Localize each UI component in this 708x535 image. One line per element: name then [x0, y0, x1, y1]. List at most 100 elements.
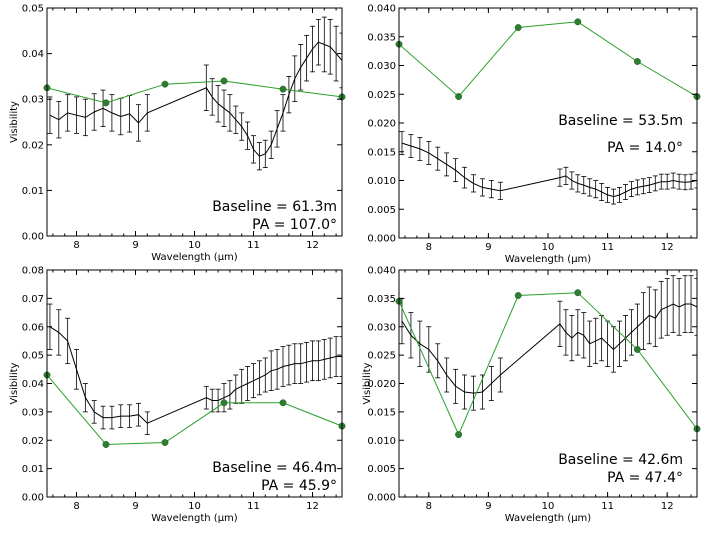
y-tick-label: 0.030 — [367, 322, 396, 333]
error-bar — [399, 131, 405, 156]
model-point — [161, 80, 169, 88]
error-bar — [694, 172, 697, 189]
y-tick-label: 0.010 — [367, 176, 396, 187]
y-tick-label: 0.020 — [367, 119, 396, 130]
x-tick-label: 12 — [306, 501, 319, 512]
y-tick-label: 0.02 — [22, 436, 44, 447]
error-bar — [339, 336, 342, 377]
observed-line — [401, 303, 697, 394]
y-tick-label: 0.015 — [367, 147, 396, 158]
y-tick-label: 0.02 — [22, 140, 44, 151]
x-tick-label: 11 — [247, 240, 260, 251]
baseline-annotation: Baseline = 46.4m — [212, 460, 337, 476]
chart-panel-4: 8 9 10 11 12 0.000 0.005 0.010 0.015 0.020 0.025 0.… — [362, 266, 701, 524]
y-axis-label: Visibility — [362, 362, 373, 404]
x-tick-label: 8 — [73, 501, 79, 512]
y-axis-label: Visibility — [9, 101, 20, 143]
x-tick-label: 11 — [601, 501, 614, 512]
observed-line — [49, 326, 342, 424]
model-line — [399, 292, 697, 436]
x-tick-label: 11 — [601, 242, 614, 253]
y-tick-label: 0.04 — [22, 49, 44, 60]
x-tick-label: 9 — [132, 240, 138, 251]
y-tick-label: 0.025 — [367, 351, 396, 362]
observed-line — [401, 142, 697, 198]
model-point — [633, 58, 641, 65]
y-tick-label: 0.005 — [367, 205, 396, 216]
model-point — [514, 292, 522, 299]
y-tick-label: 0.07 — [22, 294, 44, 305]
y-tick-label: 0.015 — [367, 407, 396, 418]
y-tick-label: 0.05 — [22, 351, 44, 362]
y-tick-label: 0.06 — [22, 322, 44, 333]
baseline-annotation: Baseline = 53.5m — [558, 113, 683, 129]
x-tick-label: 8 — [426, 501, 432, 512]
x-tick-label: 9 — [132, 501, 138, 512]
x-tick-label: 10 — [188, 240, 201, 251]
y-tick-label: 0.040 — [367, 4, 396, 15]
x-tick-label: 10 — [542, 242, 555, 253]
x-axis-label: Wavelength (μm) — [505, 513, 592, 524]
y-tick-label: 0.020 — [367, 379, 396, 390]
y-tick-label: 0.005 — [367, 464, 396, 475]
model-line — [47, 80, 342, 104]
y-tick-label: 0.03 — [22, 95, 44, 106]
y-tick-label: 0.08 — [22, 266, 44, 277]
y-tick-label: 0.00 — [22, 232, 44, 243]
pa-annotation: PA = 45.9° — [261, 478, 337, 494]
x-axis-label: Wavelength (μm) — [151, 252, 238, 263]
model-point — [279, 399, 287, 407]
y-tick-label: 0.040 — [367, 266, 396, 277]
y-tick-label: 0.010 — [367, 436, 396, 447]
model-point — [455, 93, 463, 101]
y-tick-label: 0.04 — [22, 379, 44, 390]
pa-annotation: PA = 47.4° — [607, 470, 683, 486]
error-bar — [339, 32, 342, 89]
error-bar — [694, 278, 697, 336]
y-tick-label: 0.000 — [367, 234, 396, 245]
model-point — [514, 24, 522, 31]
x-tick-label: 10 — [188, 501, 201, 512]
chart-panel-1: 8 9 10 11 12 0.00 0.01 0.02 0.03 0.04 0.05 Waveleng… — [9, 4, 346, 263]
model-line — [47, 374, 342, 446]
y-tick-label: 0.03 — [22, 407, 44, 418]
pa-annotation: PA = 107.0° — [252, 217, 337, 233]
y-tick-label: 0.01 — [22, 464, 44, 475]
chart-panel-2: 8 9 10 11 12 0.000 0.005 0.010 0.015 0.020 0.025 0.… — [367, 4, 701, 265]
x-axis-label: Wavelength (μm) — [505, 254, 592, 265]
model-point — [102, 441, 110, 448]
y-tick-label: 0.030 — [367, 61, 396, 72]
model-point — [102, 99, 110, 107]
x-tick-label: 11 — [247, 501, 260, 512]
model-point — [161, 439, 169, 446]
y-tick-label: 0.00 — [22, 493, 44, 504]
x-tick-label: 8 — [426, 242, 432, 253]
pa-annotation: PA = 14.0° — [607, 140, 683, 156]
model-point — [279, 85, 287, 93]
x-tick-label: 9 — [485, 501, 491, 512]
x-tick-label: 12 — [661, 501, 674, 512]
y-tick-label: 0.05 — [22, 4, 44, 15]
y-tick-label: 0.000 — [367, 493, 396, 504]
observed-line — [49, 41, 342, 157]
model-point — [574, 289, 582, 297]
x-tick-label: 12 — [661, 242, 674, 253]
baseline-annotation: Baseline = 61.3m — [212, 199, 337, 215]
x-tick-label: 8 — [73, 240, 79, 251]
x-tick-label: 9 — [485, 242, 491, 253]
model-line — [399, 21, 697, 98]
chart-panel-3: 8 9 10 11 12 0.00 0.01 0.02 0.03 0.04 0.05 0.06 0.07… — [9, 266, 346, 524]
y-axis-label: Visibility — [9, 362, 20, 404]
baseline-annotation: Baseline = 42.6m — [558, 452, 683, 468]
model-point — [220, 399, 228, 407]
x-tick-label: 10 — [542, 501, 555, 512]
y-tick-label: 0.035 — [367, 32, 396, 43]
model-point — [574, 18, 582, 26]
model-point — [633, 346, 641, 353]
y-tick-label: 0.035 — [367, 294, 396, 305]
model-point — [220, 77, 228, 85]
x-axis-label: Wavelength (μm) — [151, 513, 238, 524]
y-tick-label: 0.025 — [367, 90, 396, 101]
model-point — [455, 431, 463, 439]
